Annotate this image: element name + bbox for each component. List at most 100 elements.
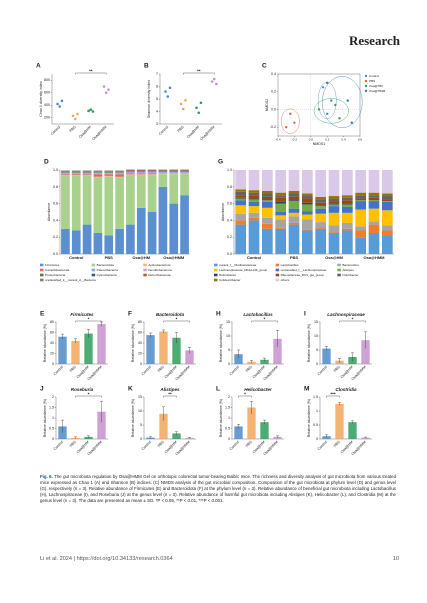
x-tick-label: Osa@HM: [78, 125, 92, 139]
legend-marker: [364, 89, 368, 93]
bar-segment: [275, 195, 286, 198]
y-axis-label: Relative abundance (%): [131, 399, 135, 437]
legend-marker: [364, 79, 368, 83]
significance-bracket: [183, 72, 215, 75]
significance-label: *: [176, 316, 178, 321]
bar-segment: [368, 201, 380, 209]
bar-segment: [302, 219, 313, 230]
error-bar: [276, 330, 279, 348]
legend-label: Deferribacterota: [148, 273, 170, 277]
bar-segment: [248, 192, 260, 196]
group-ellipse: [280, 108, 300, 134]
error-bar: [250, 401, 253, 414]
y-tick-label: 15: [138, 395, 142, 399]
bar-segment: [126, 224, 135, 254]
bar-segment: [169, 174, 179, 204]
data-point: [184, 98, 187, 102]
bar-segment: [93, 173, 103, 175]
bar-segment: [248, 206, 260, 213]
bar-segment: [302, 204, 313, 212]
bar-segment: [342, 204, 353, 207]
legend-swatch: [214, 278, 218, 282]
bar-segment: [368, 224, 380, 233]
bar-segment: [115, 177, 124, 229]
y-tick-label: 0: [228, 437, 230, 441]
x-tick-label: PBS: [245, 440, 253, 448]
caption-label: Fig. 6.: [40, 474, 53, 479]
y-tick-label: 5: [140, 423, 142, 427]
bar-segment: [262, 201, 273, 208]
bar-segment: [235, 197, 246, 199]
legend-swatch: [275, 273, 280, 277]
bar-segment: [104, 171, 114, 173]
x-tick-label: Control: [158, 125, 169, 136]
significance-bracket: [75, 395, 102, 398]
x-tick-label: 0.0: [309, 137, 314, 141]
bar-segment: [355, 237, 366, 254]
error-bar: [250, 360, 253, 364]
bar-segment: [180, 174, 189, 196]
panel-label: A: [36, 63, 41, 70]
bar-segment: [275, 228, 286, 254]
bar-segment: [315, 170, 326, 197]
significance-label: **: [197, 68, 201, 73]
bar-segment: [328, 203, 340, 205]
bar: [71, 340, 80, 364]
bar-segment: [158, 171, 168, 173]
bar-segment: [136, 207, 146, 254]
legend-label: Alistipes: [342, 268, 354, 272]
error-bar: [351, 352, 354, 362]
legend-swatch: [143, 263, 147, 267]
legend-swatch: [40, 273, 44, 277]
bar-segment: [342, 206, 353, 213]
bar-segment: [328, 201, 340, 204]
legend-swatch: [40, 268, 44, 272]
bar-segment: [93, 174, 103, 177]
x-tick-label: Control: [53, 365, 64, 376]
group-ellipse: [313, 98, 349, 124]
bar-segment: [288, 208, 300, 213]
y-axis-label: Abundance: [47, 203, 51, 221]
y-axis-label: Relative abundance (%): [219, 399, 223, 437]
bar-segment: [248, 212, 260, 218]
data-point: [56, 102, 59, 106]
data-point: [164, 90, 167, 93]
bar-segment: [368, 221, 380, 225]
panel-title: Firmicutes: [70, 312, 94, 317]
bar-segment: [368, 200, 380, 202]
bar-segment: [136, 174, 146, 176]
bar-segment: [115, 228, 124, 254]
bar-segment: [104, 175, 114, 177]
bar-segment: [104, 172, 114, 174]
panel-title: Helicobacter: [244, 387, 272, 392]
data-point: [346, 99, 349, 102]
bar-segment: [288, 170, 300, 191]
bar-segment: [288, 193, 300, 197]
error-bar: [61, 419, 64, 433]
group-label: Osa@HMM: [363, 255, 385, 260]
bar-segment: [93, 177, 103, 233]
bar-segment: [368, 192, 380, 196]
x-tick-label: PBS: [177, 125, 185, 133]
significance-label: *: [88, 316, 90, 321]
bar-segment: [169, 203, 179, 254]
y-axis-label: Relative abundance (%): [43, 324, 47, 362]
y-tick-label: 0: [228, 362, 230, 366]
y-tick-label: 0.8: [53, 185, 58, 189]
bar-segment: [147, 175, 157, 212]
bar-segment: [126, 170, 135, 172]
x-tick-label: PBS: [333, 365, 341, 373]
error-bar: [74, 436, 77, 439]
bar-segment: [355, 192, 366, 196]
panel-label: D: [44, 159, 49, 166]
bar-segment: [248, 195, 260, 199]
bar-segment: [158, 170, 168, 172]
bar-segment: [328, 170, 340, 197]
data-point: [215, 82, 218, 86]
bar-segment: [288, 224, 300, 254]
significance-bracket: [75, 72, 107, 75]
bar-segment: [235, 205, 246, 214]
legend-marker: [364, 74, 368, 78]
bar-segment: [158, 174, 168, 187]
